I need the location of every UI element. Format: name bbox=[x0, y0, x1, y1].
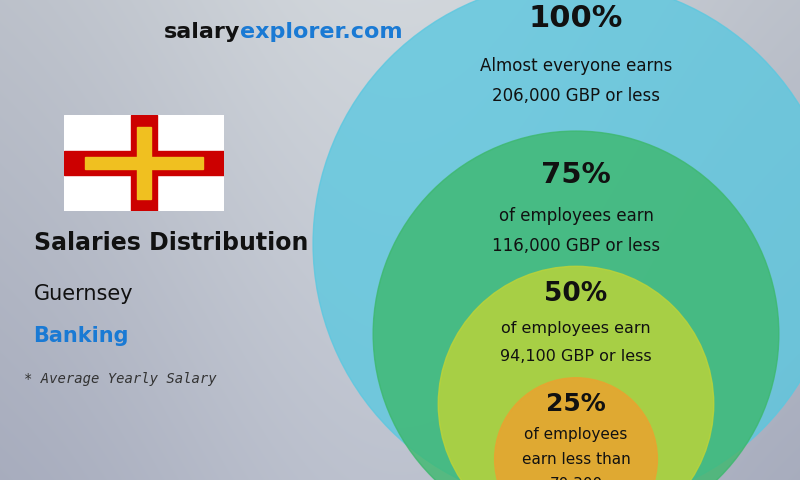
Text: earn less than: earn less than bbox=[522, 452, 630, 467]
Text: Guernsey: Guernsey bbox=[34, 284, 134, 304]
Text: 100%: 100% bbox=[529, 4, 623, 33]
Text: of employees earn: of employees earn bbox=[498, 207, 654, 225]
Text: Salaries Distribution: Salaries Distribution bbox=[34, 231, 308, 255]
Text: of employees: of employees bbox=[524, 427, 628, 442]
Text: 206,000 GBP or less: 206,000 GBP or less bbox=[492, 87, 660, 105]
Text: 25%: 25% bbox=[546, 392, 606, 416]
Bar bbox=[64, 151, 224, 175]
Text: Almost everyone earns: Almost everyone earns bbox=[480, 57, 672, 75]
Text: 75%: 75% bbox=[541, 161, 611, 189]
Text: 94,100 GBP or less: 94,100 GBP or less bbox=[500, 349, 652, 364]
Circle shape bbox=[494, 378, 658, 480]
Text: * Average Yearly Salary: * Average Yearly Salary bbox=[23, 372, 216, 385]
Text: 116,000 GBP or less: 116,000 GBP or less bbox=[492, 237, 660, 255]
Text: 50%: 50% bbox=[544, 281, 608, 307]
Text: Banking: Banking bbox=[34, 326, 129, 347]
Circle shape bbox=[313, 0, 800, 480]
Text: of employees earn: of employees earn bbox=[501, 322, 651, 336]
Circle shape bbox=[373, 131, 779, 480]
Bar bbox=[130, 115, 158, 211]
Text: explorer.com: explorer.com bbox=[240, 22, 402, 42]
Bar bbox=[138, 127, 150, 199]
Circle shape bbox=[438, 266, 714, 480]
Text: salary: salary bbox=[164, 22, 240, 42]
Text: 70,300: 70,300 bbox=[550, 477, 602, 480]
Bar bbox=[86, 157, 202, 169]
